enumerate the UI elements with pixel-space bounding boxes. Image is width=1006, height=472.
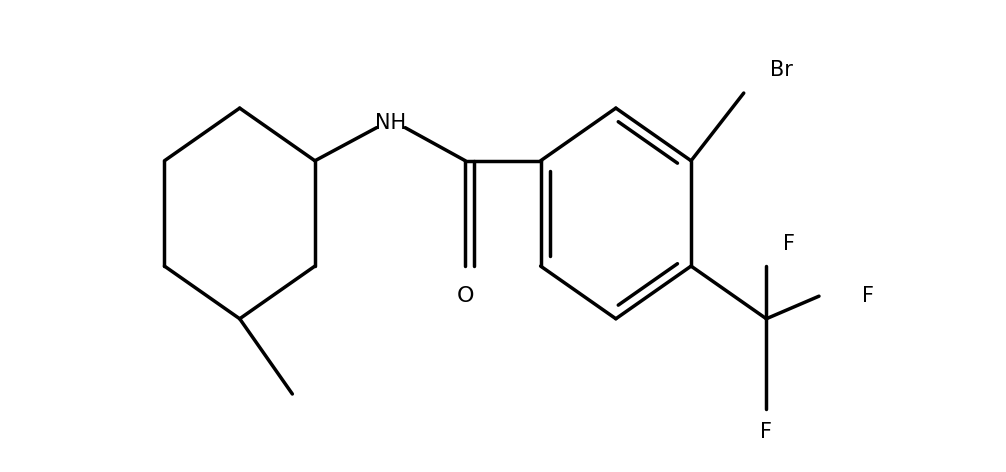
Text: F: F — [862, 286, 874, 306]
Text: Br: Br — [770, 60, 793, 81]
Text: NH: NH — [374, 113, 405, 133]
Text: O: O — [457, 286, 474, 306]
Text: F: F — [783, 234, 795, 253]
Text: F: F — [761, 421, 773, 442]
